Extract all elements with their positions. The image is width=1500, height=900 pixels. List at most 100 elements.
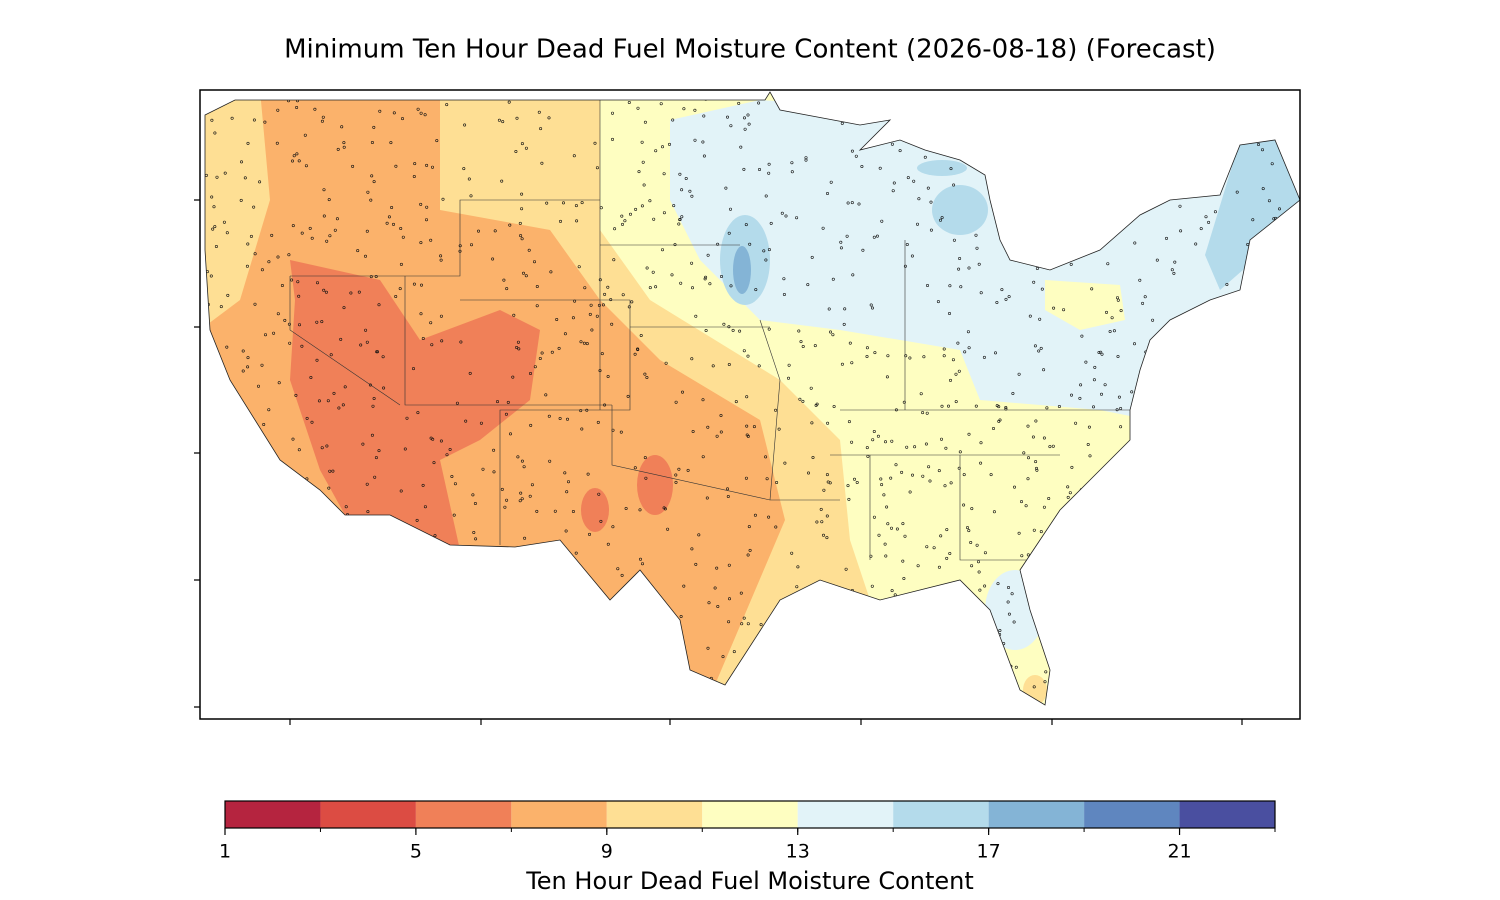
station [613,623,617,627]
station [398,287,402,291]
station [1199,227,1203,231]
station [1185,421,1189,425]
station [744,476,748,480]
station [660,679,664,683]
station [222,220,226,224]
station [1071,671,1075,675]
station [516,340,520,344]
station [1179,229,1183,233]
station [365,340,369,344]
station [925,283,929,287]
station [448,447,452,451]
station [326,399,330,403]
station [1227,677,1231,681]
station [1129,459,1133,463]
station [1047,496,1051,500]
station [560,563,564,567]
station [521,271,525,275]
station [474,616,478,620]
station [310,236,314,240]
station [1255,361,1259,365]
station [1012,620,1016,624]
region [932,185,988,235]
station [871,438,875,442]
station [660,248,664,252]
station [296,280,300,284]
station [339,672,343,676]
station [225,447,229,451]
station [744,223,748,227]
station [323,594,327,598]
station [1171,504,1175,508]
station [641,160,645,164]
station [803,629,807,633]
station [1280,655,1284,659]
station [1090,287,1094,291]
station [575,219,579,223]
station [819,507,823,511]
station [880,483,884,487]
station [872,682,876,686]
station [1088,172,1092,176]
station [623,219,627,223]
station [276,312,280,316]
station [1105,622,1109,626]
station [775,480,779,484]
station [1007,612,1011,616]
station [587,532,591,536]
station [1082,202,1086,206]
station [247,438,251,442]
station [1293,699,1297,703]
station [539,127,543,131]
station [1264,375,1268,379]
station [597,303,601,307]
station [847,420,851,424]
station [644,476,648,480]
station [1162,630,1166,634]
station [430,343,434,347]
station [979,441,983,445]
station [315,320,319,324]
station [638,508,642,512]
station [871,598,875,602]
station [324,290,328,294]
station [967,620,971,624]
station [566,480,570,484]
station [1040,287,1044,291]
station [650,694,654,698]
station [295,106,299,110]
station [523,536,527,540]
colorbar-tick-label: 1 [219,841,231,863]
station [701,690,705,694]
station [435,139,439,143]
station [648,286,652,290]
station [998,628,1002,632]
station [891,189,895,193]
station [574,204,578,208]
station [473,501,477,505]
station [951,358,955,362]
station [240,466,244,470]
station [1169,434,1173,438]
station [606,285,610,289]
station [258,180,262,184]
station [972,151,976,155]
station [1006,600,1010,604]
station [862,670,866,674]
station [206,650,210,654]
station [738,329,742,333]
station [1092,378,1096,382]
station [1014,665,1018,669]
station [629,638,633,642]
station [522,465,526,469]
station [463,679,467,683]
station [1216,539,1220,543]
station [530,483,534,487]
station [828,330,832,334]
station [545,697,549,701]
station [870,306,874,310]
station [315,534,319,538]
station [872,515,876,519]
station [713,698,717,702]
station [595,166,599,170]
